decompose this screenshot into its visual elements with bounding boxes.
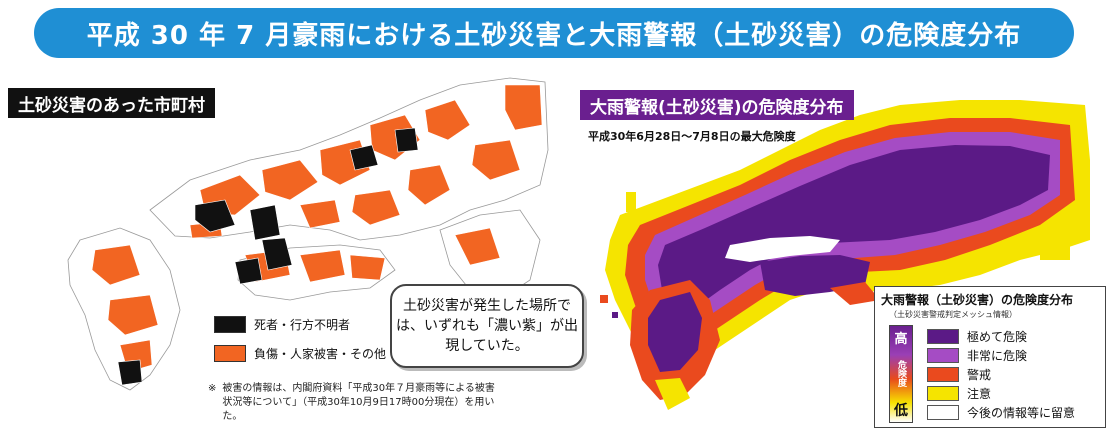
risk-label-warning: 警戒	[967, 368, 992, 382]
risk-level-item: 注意	[927, 384, 1075, 403]
risk-swatch-watch	[927, 405, 959, 420]
risk-swatch-extreme	[927, 329, 959, 344]
legend-item-deaths: 死者・行方不明者	[214, 316, 386, 333]
footnote-mark: ※	[208, 383, 217, 394]
risk-level-item: 極めて危険	[927, 327, 1075, 346]
legend-item-damage: 負傷・人家被害・その他	[214, 345, 386, 362]
risk-scale-bar: 高 危険度 低	[889, 325, 913, 423]
footnote-text: 被害の情報は、内閣府資料「平成30年７月豪雨等による被害状況等について」（平成3…	[222, 383, 495, 422]
risk-legend: 大雨警報（土砂災害）の危険度分布 （土砂災害警戒判定メッシュ情報） 高 危険度 …	[874, 286, 1106, 428]
footnote: ※ 被害の情報は、内閣府資料「平成30年７月豪雨等による被害状況等について」（平…	[208, 382, 498, 424]
risk-legend-subtitle: （土砂災害警戒判定メッシュ情報）	[889, 310, 1017, 319]
risk-label-watch: 今後の情報等に留意	[967, 406, 1076, 420]
right-map	[600, 100, 1090, 410]
scale-high: 高	[894, 332, 908, 347]
legend-swatch-damage	[214, 345, 246, 362]
scale-low: 低	[894, 403, 908, 419]
left-map	[67, 77, 549, 391]
date-note: 平成30年6月28日～7月8日の最大危険度	[588, 130, 796, 143]
legend-swatch-deaths	[214, 316, 246, 333]
risk-swatch-warning	[927, 367, 959, 382]
risk-level-list: 極めて危険 非常に危険 警戒 注意 今後の情報等に留意	[927, 327, 1075, 422]
risk-level-item: 非常に危険	[927, 346, 1075, 365]
risk-label-caution: 注意	[967, 387, 992, 401]
left-legend: 死者・行方不明者 負傷・人家被害・その他	[214, 316, 386, 374]
left-panel-label: 土砂災害のあった市町村	[8, 88, 215, 118]
right-panel-label: 大雨警報(土砂災害)の危険度分布	[580, 90, 854, 120]
risk-label-extreme: 極めて危険	[967, 330, 1028, 344]
risk-label-very-high: 非常に危険	[967, 349, 1028, 363]
risk-swatch-very-high	[927, 348, 959, 363]
risk-level-item: 警戒	[927, 365, 1075, 384]
risk-swatch-caution	[927, 386, 959, 401]
scale-mid: 危険度	[896, 360, 906, 387]
legend-label-damage: 負傷・人家被害・その他	[254, 347, 387, 361]
callout-bubble: 土砂災害が発生した場所では、いずれも「濃い紫」が出現していた。	[390, 284, 584, 368]
callout-text: 土砂災害が発生した場所では、いずれも「濃い紫」が出現していた。	[396, 298, 578, 354]
risk-legend-title: 大雨警報（土砂災害）の危険度分布	[881, 293, 1074, 307]
page-title: 平成 30 年 7 月豪雨における土砂災害と大雨警報（土砂災害）の危険度分布	[34, 8, 1074, 58]
risk-level-item: 今後の情報等に留意	[927, 403, 1075, 422]
legend-label-deaths: 死者・行方不明者	[254, 318, 351, 332]
